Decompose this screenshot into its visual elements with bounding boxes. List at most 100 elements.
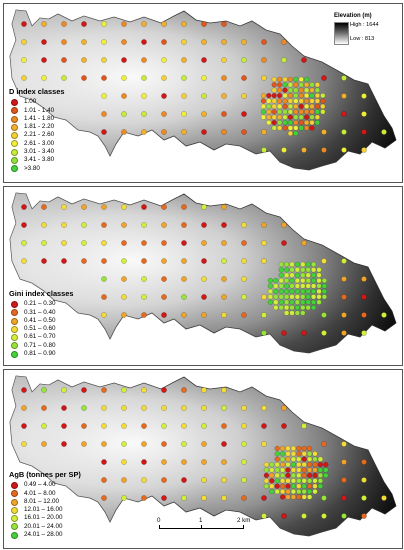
sample-plot-point: [290, 489, 296, 495]
sample-plot-point: [161, 405, 167, 411]
sample-plot-point: [290, 472, 296, 478]
sample-plot-point: [161, 39, 167, 45]
sample-plot-point: [307, 462, 313, 468]
sample-plot-point: [201, 423, 207, 429]
sample-plot-point: [161, 459, 167, 465]
sample-plot-point: [261, 441, 267, 447]
sample-plot-point: [274, 472, 280, 478]
sample-plot-point: [301, 456, 307, 462]
sample-plot-point: [161, 477, 167, 483]
sample-plot-point: [361, 93, 367, 99]
sample-plot-point: [287, 98, 293, 104]
sample-plot-point: [101, 111, 107, 117]
sample-plot-point: [341, 93, 347, 99]
sample-plot-point: [101, 459, 107, 465]
sample-plot-point: [261, 147, 267, 153]
sample-plot-point: [260, 98, 266, 104]
sample-plot-point: [309, 114, 315, 120]
sample-plot-point: [314, 98, 320, 104]
sample-plot-point: [121, 93, 127, 99]
sample-plot-point: [278, 294, 284, 300]
sample-plot-point: [305, 288, 311, 294]
legend-swatch: [11, 515, 18, 523]
sample-plot-point: [320, 93, 326, 99]
sample-plot-point: [101, 387, 107, 393]
sample-plot-point: [321, 288, 327, 294]
legend-item: 0.49 – 4.00: [9, 481, 81, 489]
sample-plot-point: [381, 312, 387, 318]
sample-plot-point: [161, 387, 167, 393]
legend-item: 3.41 - 3.80: [9, 156, 64, 165]
sample-plot-point: [121, 387, 127, 393]
sample-plot-point: [261, 405, 267, 411]
sample-plot-point: [284, 283, 290, 289]
legend-item: 0.41 – 0.50: [9, 317, 74, 325]
sample-plot-point: [121, 312, 127, 318]
sample-plot-point: [280, 478, 286, 484]
sample-plot-point: [141, 258, 147, 264]
sample-plot-point: [181, 405, 187, 411]
sample-plot-point: [269, 483, 275, 489]
sample-plot-point: [321, 312, 327, 318]
sample-plot-point: [269, 467, 275, 473]
sample-plot-point: [285, 494, 291, 500]
sample-plot-point: [121, 111, 127, 117]
scale-division: [159, 525, 160, 529]
sample-plot-point: [241, 258, 247, 264]
sample-plot-point: [317, 467, 323, 473]
sample-plot-point: [285, 478, 291, 484]
legend-item: 0.51 – 0.60: [9, 325, 74, 333]
sample-plot-point: [121, 75, 127, 81]
sample-plot-point: [221, 312, 227, 318]
sample-plot-point: [21, 240, 27, 246]
sample-plot-point: [361, 111, 367, 117]
sample-plot-point: [301, 451, 307, 457]
sample-plot-point: [121, 222, 127, 228]
sample-plot-point: [289, 305, 295, 311]
legend-label: 20.01 – 24.00: [24, 522, 63, 530]
legend-swatch: [11, 523, 18, 531]
scale-tick-0: 0: [157, 517, 161, 524]
legend-label: 0.41 – 0.50: [24, 316, 56, 324]
sample-plot-point: [314, 114, 320, 120]
sample-plot-point: [278, 299, 284, 305]
sample-plot-point: [121, 204, 127, 210]
sample-plot-point: [317, 483, 323, 489]
sample-plot-point: [307, 467, 313, 473]
sample-plot-point: [273, 299, 279, 305]
sample-plot-point: [285, 489, 291, 495]
sample-plot-point: [101, 240, 107, 246]
legend-swatch: [11, 165, 18, 173]
sample-plot-point: [266, 93, 272, 99]
legend-label: 1.41 - 1.80: [24, 114, 55, 122]
legend-item: 0.81 – 0.90: [9, 350, 74, 358]
sample-plot-point: [287, 93, 293, 99]
sample-plot-point: [301, 330, 307, 336]
sample-plot-point: [101, 441, 107, 447]
sample-plot-point: [314, 93, 320, 99]
sample-plot-point: [361, 312, 367, 318]
sample-plot-point: [101, 21, 107, 27]
sample-plot-point: [307, 451, 313, 457]
sample-plot-point: [277, 82, 283, 88]
sample-plot-point: [41, 57, 47, 63]
sample-plot-point: [305, 272, 311, 278]
sample-plot-point: [61, 21, 67, 27]
sample-plot-point: [320, 109, 326, 115]
sample-plot-point: [289, 261, 295, 267]
sample-plot-point: [201, 459, 207, 465]
sample-plot-point: [141, 441, 147, 447]
sample-plot-point: [290, 483, 296, 489]
sample-plot-point: [277, 98, 283, 104]
sample-plot-point: [298, 103, 304, 109]
sample-plot-point: [320, 103, 326, 109]
sample-plot-point: [320, 98, 326, 104]
sample-plot-point: [41, 387, 47, 393]
sample-plot-point: [201, 93, 207, 99]
d-index-map: [9, 9, 397, 171]
sample-plot-point: [271, 103, 277, 109]
scale-tick-2: 2 km: [237, 517, 251, 524]
sample-plot-point: [141, 477, 147, 483]
sample-plot-point: [241, 57, 247, 63]
sample-plot-point: [312, 451, 318, 457]
